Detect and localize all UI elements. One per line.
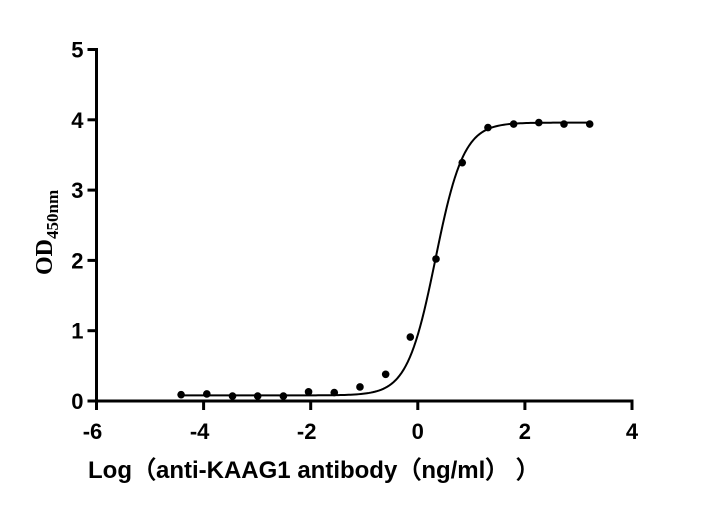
data-point	[509, 120, 518, 128]
data-point	[203, 390, 211, 398]
y-axis-label-main: OD	[32, 239, 58, 275]
x-tick-label: 4	[626, 419, 639, 444]
fit-curve	[181, 121, 590, 397]
x-tick-label: -6	[83, 419, 103, 444]
data-point	[406, 333, 415, 341]
y-axis-label: OD450nm	[32, 190, 62, 275]
data-point	[253, 392, 262, 400]
x-axis-label: Log（anti-KAAG1 antibody（ng/ml） ）	[88, 457, 540, 484]
data-point	[458, 158, 467, 167]
y-axis: 0 1 2 3 4 5	[71, 38, 98, 414]
x-axis: -6 -4 -2 0 2 4	[83, 399, 639, 444]
data-point	[279, 392, 288, 400]
y-ticks: 0 1 2 3 4 5	[71, 38, 97, 414]
y-tick-label: 0	[71, 389, 83, 414]
plot-area	[177, 118, 594, 400]
data-points	[177, 118, 594, 400]
y-tick-label: 1	[71, 319, 83, 344]
y-tick-label: 5	[71, 38, 83, 63]
data-point	[330, 388, 339, 397]
data-point	[356, 383, 364, 391]
x-tick-label: -2	[297, 419, 317, 444]
data-point	[177, 390, 185, 399]
x-tick-label: 0	[412, 419, 424, 444]
x-ticks: -6 -4 -2 0 2 4	[83, 401, 639, 444]
data-point	[304, 388, 313, 396]
data-point	[585, 120, 594, 128]
data-point	[484, 123, 492, 132]
data-point	[432, 255, 440, 263]
x-tick-label: 2	[519, 419, 531, 444]
x-tick-label: -4	[190, 419, 210, 444]
data-point	[560, 120, 568, 128]
data-point	[535, 118, 543, 127]
data-point	[228, 392, 237, 400]
data-point	[381, 370, 390, 379]
y-tick-label: 4	[71, 108, 84, 133]
y-tick-label: 2	[71, 248, 83, 273]
y-axis-label-subscript: 450nm	[43, 190, 62, 239]
y-tick-label: 3	[71, 178, 83, 203]
